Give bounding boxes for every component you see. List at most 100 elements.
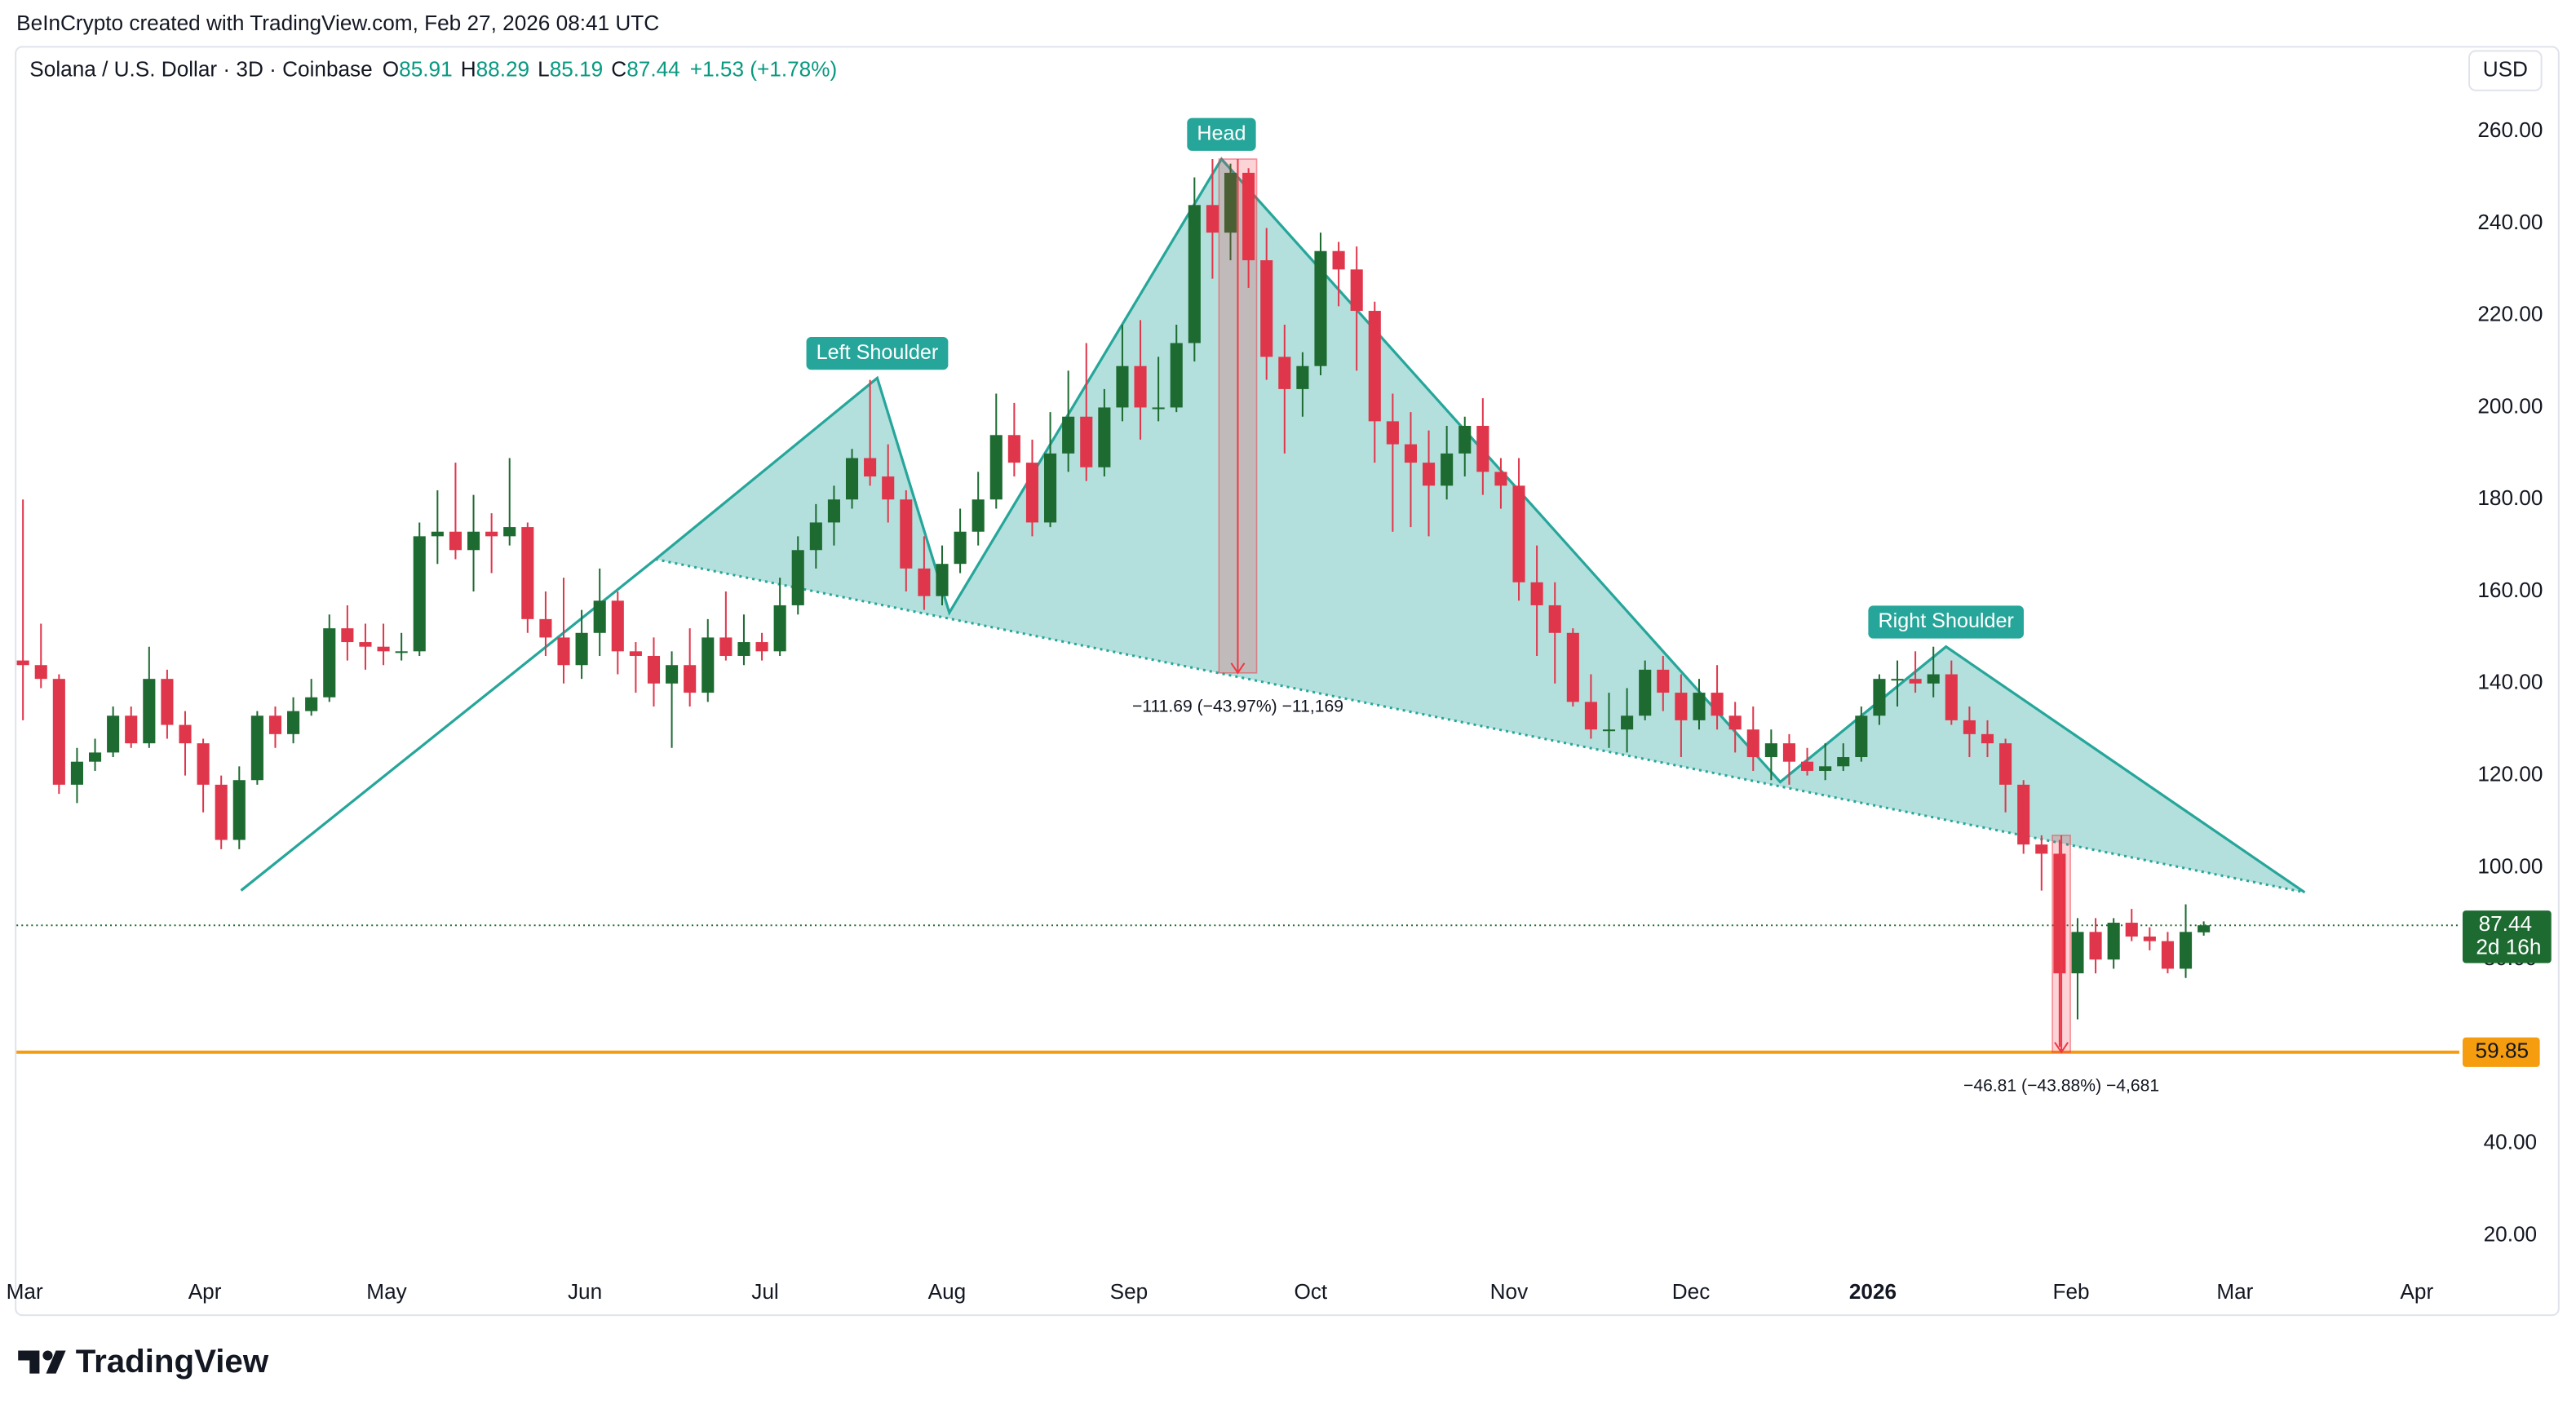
ohlc-value: 87.44 (626, 57, 680, 82)
candle-body (1098, 407, 1111, 467)
ohlc-key: L (538, 57, 550, 82)
candle-body (1188, 205, 1201, 343)
y-tick-label: 160.00 (2477, 578, 2543, 602)
support-tag (2462, 1037, 2540, 1067)
candle-body (918, 568, 931, 596)
candle-body (989, 435, 1003, 500)
currency: USD (2483, 57, 2528, 82)
candle-body (2143, 936, 2156, 941)
candle-body (1152, 407, 1165, 410)
measure-label: −46.81 (−43.88%) −4,681 (1963, 1077, 2159, 1096)
pattern-label: Right Shoulder (1868, 605, 2024, 639)
candle-body (1891, 679, 1904, 681)
candle-body (900, 499, 913, 569)
legend-text: Solana / U.S. Dollar · 3D · Coinbase O85.… (29, 57, 837, 82)
price-tag-countdown: 2d 16h (2476, 934, 2541, 959)
x-tick-label: Jun (568, 1279, 602, 1304)
candle-body (557, 637, 570, 666)
candle-body (341, 628, 354, 643)
logo-icon (46, 1350, 66, 1374)
candle-body (1332, 250, 1345, 270)
support-tag-value: 59.85 (2476, 1039, 2530, 1063)
candle-body (864, 458, 877, 477)
candle-body (1693, 693, 1706, 720)
y-tick-label: 100.00 (2477, 853, 2543, 878)
candle-body (882, 476, 895, 500)
candle-body (1062, 416, 1075, 454)
pattern-label-text: Left Shoulder (817, 341, 939, 364)
candle-body (1639, 669, 1652, 716)
candle-body (1170, 343, 1183, 408)
x-tick-label: Aug (928, 1279, 967, 1304)
candle-body (755, 642, 768, 652)
candle-body (2089, 932, 2102, 960)
candle-body (1602, 729, 1616, 732)
pattern-label-box (806, 337, 949, 370)
candle-body (1530, 582, 1543, 605)
candle-body (107, 715, 120, 753)
candle-body (467, 531, 480, 551)
candle-body (954, 531, 967, 565)
x-tick-label: Apr (2400, 1279, 2433, 1304)
ohlc-key: O (383, 57, 399, 82)
candle-body (1548, 605, 1561, 633)
pattern-label: Left Shoulder (806, 337, 949, 370)
candle-body (449, 531, 462, 551)
candle-body (268, 715, 282, 734)
candle-body (1025, 463, 1039, 523)
candle-body (250, 715, 263, 781)
candle-body (1764, 743, 1777, 758)
candle-body (1458, 426, 1472, 454)
candle-body (666, 665, 679, 684)
x-tick-label: Mar (7, 1279, 43, 1304)
candle-body (539, 618, 552, 638)
pattern-outline (240, 157, 2306, 894)
change: +1.53 (+1.78%) (690, 57, 837, 82)
candle-body (611, 600, 624, 652)
candle-body (1945, 674, 1958, 720)
candle-body (143, 679, 156, 744)
candle-body (1782, 743, 1796, 762)
candle-body (791, 550, 804, 605)
ohlc-key: H (461, 57, 476, 82)
candle-body (1007, 435, 1020, 463)
candle-body (2017, 784, 2030, 845)
candle-body (2161, 941, 2175, 969)
candle-body (1855, 715, 1868, 758)
candle-body (1728, 715, 1742, 730)
credit: BeInCrypto created with TradingView.com,… (16, 11, 659, 35)
candle-body (1423, 463, 1436, 486)
candle-body (1494, 472, 1507, 486)
candle-body (232, 780, 246, 840)
candle-body (719, 637, 733, 656)
y-tick-label: 200.00 (2477, 393, 2543, 418)
y-tick-label: 40.00 (2484, 1130, 2538, 1154)
pattern-label-text: Right Shoulder (1878, 609, 2013, 632)
logo: TradingView (18, 1343, 269, 1380)
x-tick-label: May (366, 1279, 407, 1304)
candle-body (737, 642, 750, 656)
candle-body (2107, 923, 2120, 960)
candle-body (215, 784, 228, 840)
pattern-label-box (1187, 117, 1256, 151)
candle-body (1621, 715, 1634, 730)
candle-body (70, 761, 83, 785)
candle-body (1909, 679, 1922, 684)
candle-body (2179, 932, 2193, 969)
candle-body (34, 665, 47, 680)
candle-body (287, 711, 300, 734)
candle-body (1999, 743, 2012, 785)
pattern-label: Head (1187, 117, 1256, 151)
currency-box (2468, 50, 2543, 91)
candle-body (827, 499, 840, 523)
candle-body (1278, 357, 1291, 389)
candle-body (503, 527, 516, 537)
candle-body (88, 752, 102, 762)
candle-body (1296, 365, 1309, 389)
candle-body (359, 642, 372, 647)
candle-body (413, 536, 426, 652)
candle-body (1260, 260, 1273, 357)
x-tick-label: Jul (751, 1279, 778, 1304)
measure-label: −111.69 (−43.97%) −11,169 (1132, 698, 1343, 716)
candle-body (197, 743, 210, 785)
